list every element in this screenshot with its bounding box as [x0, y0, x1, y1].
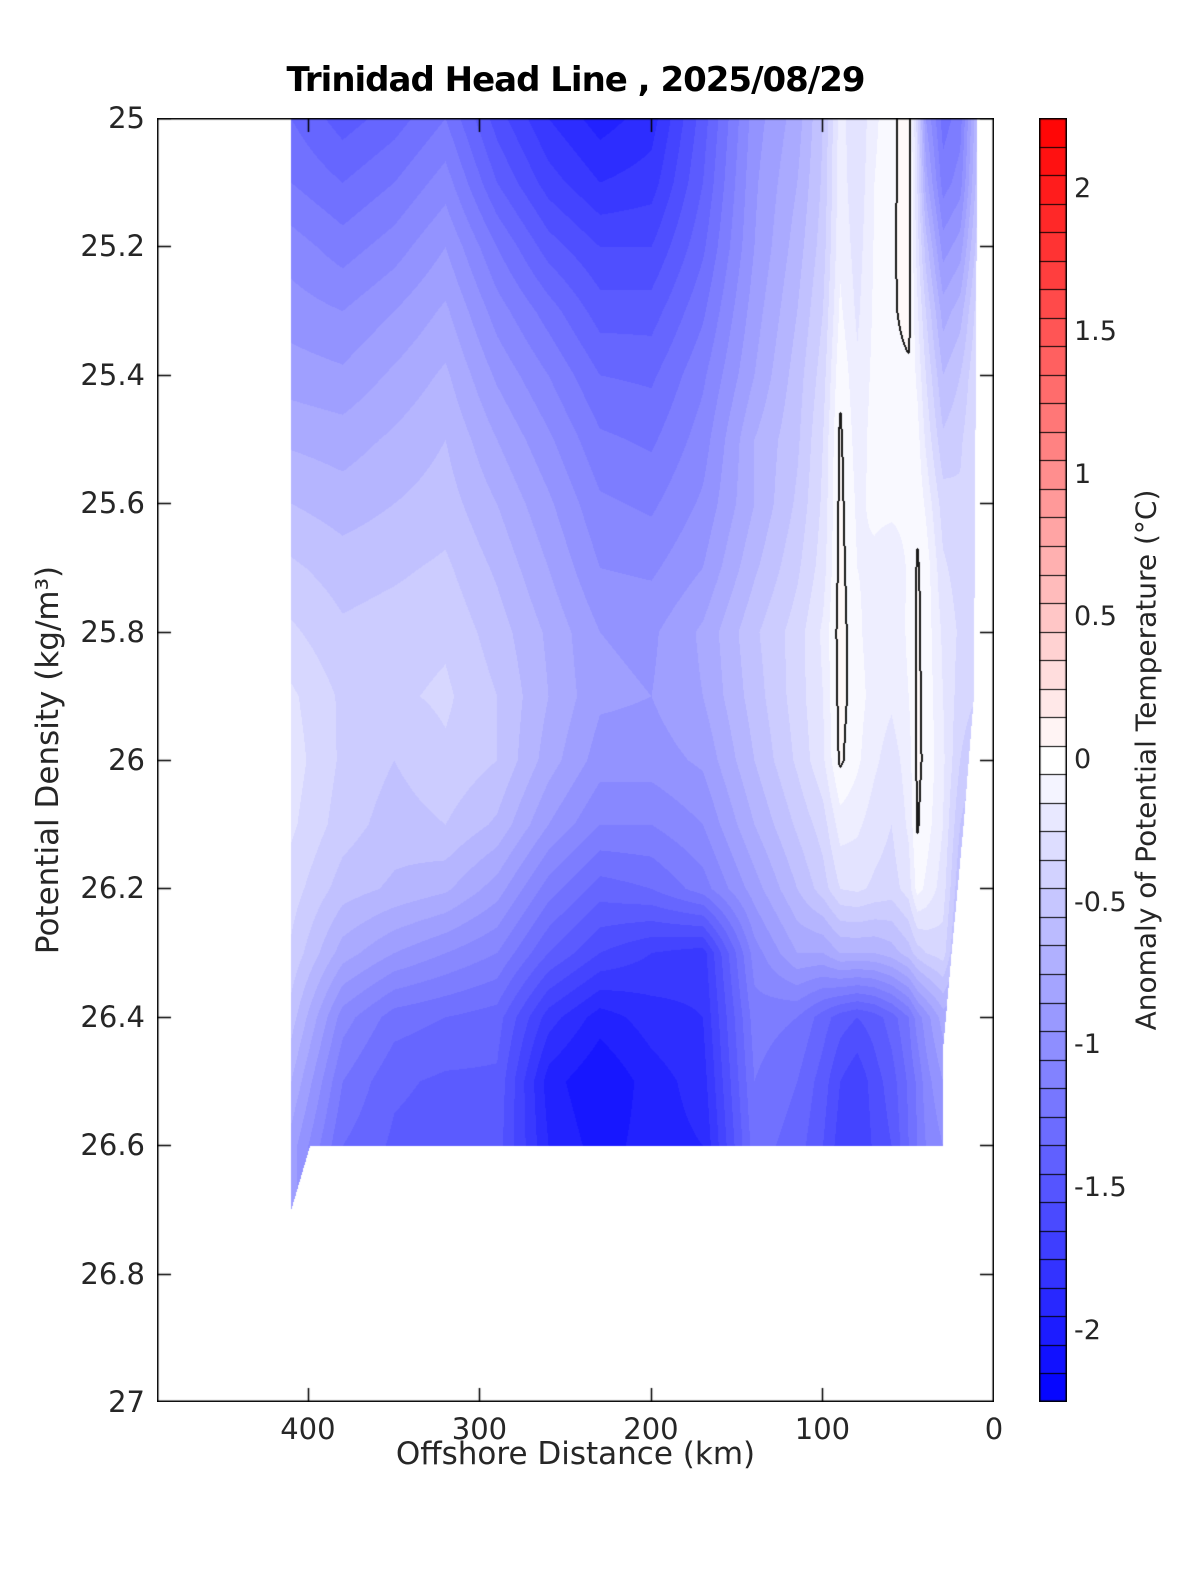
- colorbar: [1039, 118, 1067, 1402]
- x-tick-label: 200: [623, 1412, 679, 1446]
- colorbar-tick-label: -1.5: [1074, 1172, 1127, 1203]
- colorbar-tick-label: 2: [1074, 173, 1092, 205]
- y-tick-label: 27: [108, 1385, 145, 1419]
- colorbar-canvas: [1039, 118, 1067, 1402]
- colorbar-tick-label: 1: [1074, 458, 1092, 490]
- colorbar-tick-label: -1: [1074, 1029, 1101, 1061]
- y-tick-label: 26.4: [80, 999, 145, 1034]
- y-tick-label: 26: [108, 743, 145, 777]
- colorbar-tick-label: 1.5: [1074, 316, 1117, 347]
- y-tick-label: 25: [108, 101, 145, 135]
- x-tick-label: 0: [984, 1412, 1004, 1446]
- y-tick-label: 26.2: [80, 871, 145, 906]
- y-tick-label: 25.8: [80, 614, 145, 649]
- colorbar-tick-label: 0.5: [1074, 601, 1117, 633]
- x-axis-label: Offshore Distance (km): [395, 1436, 756, 1472]
- chart-title: Trinidad Head Line , 2025/08/29: [286, 60, 865, 100]
- y-tick-label: 25.2: [80, 229, 145, 264]
- y-tick-label: 25.4: [80, 357, 145, 392]
- colorbar-tick-label: -2: [1074, 1314, 1101, 1346]
- y-tick-label: 26.6: [80, 1128, 145, 1163]
- x-tick-label: 400: [280, 1412, 336, 1446]
- y-tick-label: 25.6: [80, 486, 145, 521]
- contour-plot-area: [157, 118, 994, 1402]
- y-tick-label: 26.8: [80, 1256, 145, 1291]
- x-tick-label: 100: [794, 1412, 851, 1446]
- colorbar-tick-label: 0: [1074, 744, 1092, 775]
- x-tick-label: 300: [451, 1412, 508, 1446]
- contour-plot-canvas: [157, 118, 994, 1402]
- colorbar-tick-label: -0.5: [1074, 886, 1127, 918]
